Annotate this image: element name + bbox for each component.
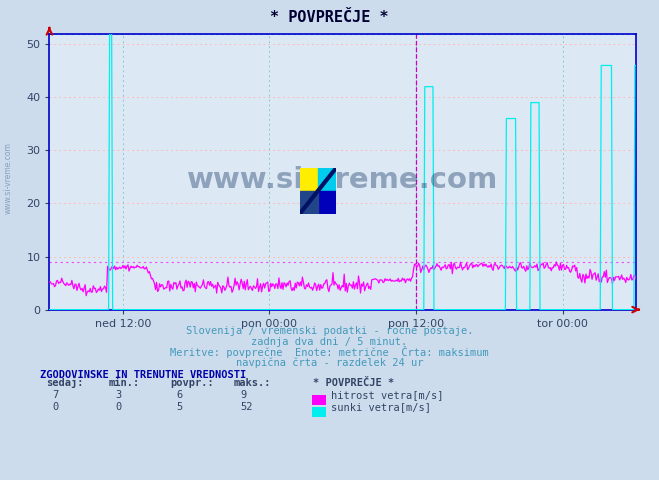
- Text: www.si-vreme.com: www.si-vreme.com: [187, 166, 498, 194]
- Text: * POVPREČJE *: * POVPREČJE *: [270, 10, 389, 25]
- Text: 5: 5: [177, 402, 183, 412]
- Text: 6: 6: [177, 390, 183, 400]
- Text: maks.:: maks.:: [234, 378, 272, 388]
- Text: www.si-vreme.com: www.si-vreme.com: [4, 142, 13, 214]
- Text: 0: 0: [53, 402, 59, 412]
- Text: 3: 3: [115, 390, 121, 400]
- Bar: [318, 168, 336, 191]
- Text: min.:: min.:: [109, 378, 140, 388]
- Text: 9: 9: [241, 390, 246, 400]
- Text: navpična črta - razdelek 24 ur: navpična črta - razdelek 24 ur: [236, 358, 423, 368]
- Text: 0: 0: [115, 402, 121, 412]
- Bar: [318, 191, 336, 214]
- Bar: [300, 191, 318, 214]
- Text: sunki vetra[m/s]: sunki vetra[m/s]: [331, 402, 431, 412]
- Text: 52: 52: [241, 402, 253, 412]
- Text: zadnja dva dni / 5 minut.: zadnja dva dni / 5 minut.: [251, 337, 408, 347]
- Text: Meritve: povprečne  Enote: metrične  Črta: maksimum: Meritve: povprečne Enote: metrične Črta:…: [170, 347, 489, 358]
- Text: Slovenija / vremenski podatki - ročne postaje.: Slovenija / vremenski podatki - ročne po…: [186, 326, 473, 336]
- Text: sedaj:: sedaj:: [46, 377, 84, 388]
- Text: * POVPREČJE *: * POVPREČJE *: [313, 378, 394, 388]
- Text: povpr.:: povpr.:: [170, 378, 214, 388]
- Text: 7: 7: [53, 390, 59, 400]
- Bar: [300, 168, 318, 191]
- Text: ZGODOVINSKE IN TRENUTNE VREDNOSTI: ZGODOVINSKE IN TRENUTNE VREDNOSTI: [40, 371, 246, 380]
- Text: hitrost vetra[m/s]: hitrost vetra[m/s]: [331, 390, 444, 400]
